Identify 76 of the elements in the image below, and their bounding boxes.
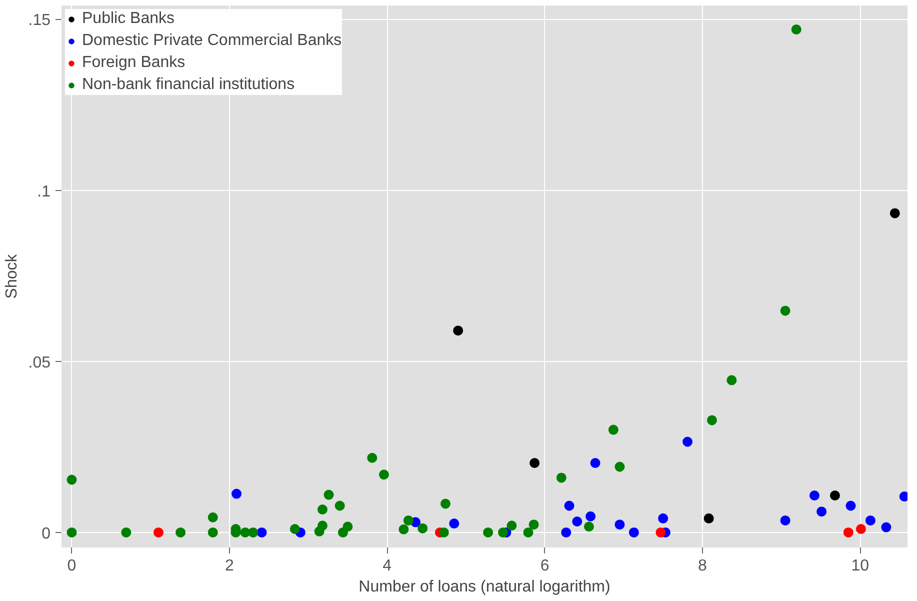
- point: [564, 500, 574, 511]
- point: [317, 520, 328, 531]
- point: [334, 500, 345, 511]
- point: [890, 208, 900, 218]
- point: [846, 500, 856, 511]
- point: [608, 424, 618, 435]
- point: [780, 306, 790, 316]
- legend-label: Foreign Banks: [82, 54, 186, 72]
- point: [418, 523, 428, 534]
- point: [791, 24, 802, 34]
- point: [208, 512, 218, 522]
- y-tick-label: 0: [42, 525, 51, 542]
- y-axis-title: Shock: [3, 253, 20, 299]
- point: [398, 524, 409, 534]
- x-tick-label: 2: [224, 558, 234, 574]
- point: [614, 520, 625, 530]
- point: [440, 498, 450, 509]
- point: [438, 527, 449, 538]
- legend-label: Public Banks: [82, 10, 174, 28]
- point: [324, 490, 334, 500]
- point: [66, 527, 77, 538]
- point: [498, 527, 508, 538]
- point: [153, 527, 164, 538]
- point: [449, 518, 460, 529]
- point: [506, 520, 517, 531]
- point: [403, 515, 414, 526]
- point: [856, 524, 866, 534]
- point: [656, 527, 666, 538]
- point: [342, 522, 353, 532]
- point: [528, 520, 539, 530]
- point: [561, 527, 572, 538]
- y-tick-label: .05: [28, 354, 51, 372]
- point: [726, 375, 737, 386]
- point: [780, 515, 790, 526]
- point: [121, 527, 132, 538]
- point: [256, 527, 267, 538]
- point: [378, 470, 389, 480]
- point: [809, 490, 820, 500]
- point: [453, 326, 464, 336]
- x-tick-label: 6: [540, 558, 550, 574]
- point: [590, 458, 600, 468]
- x-tick-label: 0: [67, 558, 76, 574]
- point: [232, 488, 242, 499]
- legend-label: Domestic Private Commercial Banks: [82, 32, 342, 50]
- y-tick-label: .1: [37, 183, 51, 200]
- point: [614, 462, 625, 472]
- point: [658, 513, 668, 524]
- point: [706, 415, 717, 426]
- x-tick-label: 10: [851, 558, 870, 574]
- point: [843, 527, 854, 538]
- point: [682, 436, 693, 447]
- point: [586, 511, 596, 522]
- point: [628, 527, 639, 538]
- point: [704, 513, 714, 524]
- point: [572, 516, 582, 526]
- point: [66, 474, 77, 485]
- point: [881, 522, 892, 532]
- y-tick-label: .15: [28, 12, 51, 30]
- point: [816, 506, 827, 517]
- point: [523, 527, 534, 538]
- point: [556, 472, 566, 483]
- point: [830, 490, 840, 500]
- point: [584, 522, 594, 532]
- point: [248, 527, 258, 538]
- x-tick-label: 4: [382, 558, 392, 574]
- x-tick-label: 8: [698, 558, 708, 574]
- x-axis-title: Number of loans (natural logarithm): [358, 578, 610, 596]
- point: [483, 527, 494, 538]
- point: [367, 452, 378, 463]
- point: [290, 524, 300, 534]
- legend-label: Non-bank financial institutions: [82, 76, 295, 94]
- point: [208, 527, 218, 538]
- point: [317, 504, 328, 515]
- point: [865, 515, 876, 526]
- point: [530, 458, 540, 468]
- point: [176, 527, 186, 538]
